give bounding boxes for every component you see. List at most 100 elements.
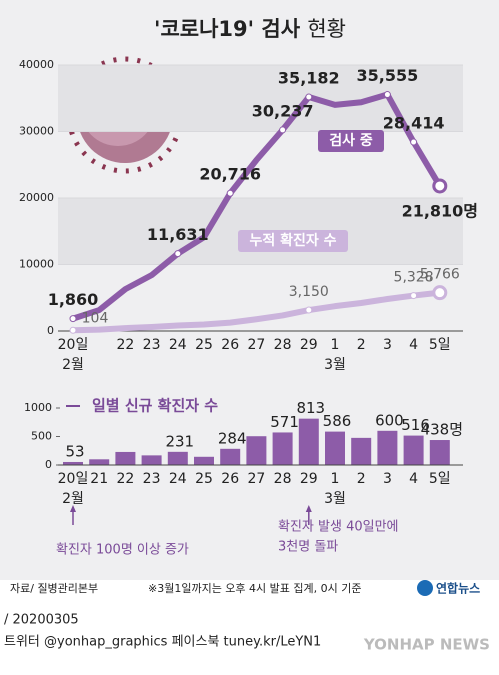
data-label: 284 bbox=[218, 429, 247, 447]
point bbox=[432, 285, 448, 301]
y-tick-label: 30000 bbox=[19, 125, 54, 138]
legend-box bbox=[318, 130, 384, 152]
bar bbox=[246, 436, 267, 465]
data-label: 571 bbox=[270, 413, 299, 431]
y-tick-label: 500 bbox=[31, 430, 52, 443]
note: ※3월1일까지는 오후 4시 발표 집계, 0시 기준 bbox=[148, 581, 362, 595]
data-label: 11,631 bbox=[147, 225, 209, 244]
legend-label: 검사 중 bbox=[329, 132, 373, 149]
bar bbox=[429, 440, 450, 465]
data-label: 21,810명 bbox=[402, 201, 478, 220]
bar bbox=[89, 459, 110, 465]
point bbox=[69, 315, 77, 323]
month-label: 3월 bbox=[324, 491, 346, 507]
month-label: 3월 bbox=[324, 357, 346, 373]
data-label: 28,414 bbox=[383, 114, 445, 133]
source: 자료/ 질병관리본부 bbox=[10, 582, 98, 595]
y-tick-label: 1000 bbox=[24, 401, 52, 414]
x-tick-label: 24 bbox=[169, 471, 187, 487]
watermark: YONHAP NEWS bbox=[363, 636, 490, 654]
x-tick-label: 2 bbox=[357, 471, 366, 487]
bar bbox=[403, 435, 424, 465]
point bbox=[69, 326, 77, 334]
x-tick-label: 25 bbox=[195, 471, 213, 487]
bar bbox=[325, 431, 345, 465]
title-light: 현황 bbox=[307, 17, 346, 41]
y-tick-label: 0 bbox=[47, 324, 54, 337]
title: '코로나19' 검사 현황 bbox=[154, 17, 346, 41]
grid-band bbox=[58, 65, 463, 132]
annotation: 확진자 발생 40일만에 bbox=[278, 520, 399, 535]
legend-label: 누적 확진자 수 bbox=[249, 232, 336, 249]
point bbox=[305, 306, 313, 314]
data-label: 30,237 bbox=[252, 101, 314, 120]
x-tick-label: 5일 bbox=[429, 337, 451, 353]
bar bbox=[351, 437, 372, 465]
point bbox=[279, 126, 287, 134]
x-tick-label: 24 bbox=[169, 337, 187, 353]
date: / 20200305 bbox=[4, 613, 79, 628]
x-tick-label: 4 bbox=[409, 471, 418, 487]
data-label: 1,860 bbox=[48, 290, 99, 309]
point bbox=[432, 178, 448, 194]
x-tick-label: 4 bbox=[409, 337, 418, 353]
month-label: 2월 bbox=[62, 357, 84, 373]
point bbox=[383, 91, 391, 99]
x-tick-label: 5일 bbox=[429, 471, 451, 487]
point bbox=[226, 189, 234, 197]
bar bbox=[141, 455, 162, 465]
bar bbox=[272, 432, 293, 465]
x-tick-label: 27 bbox=[247, 471, 265, 487]
social: 트위터 @yonhap_graphics 페이스북 tuney.kr/LeYN1 bbox=[4, 635, 321, 650]
data-label: 35,182 bbox=[278, 69, 340, 88]
data-label: 35,555 bbox=[357, 66, 419, 85]
bar bbox=[63, 461, 83, 465]
x-tick-label: 20일 bbox=[58, 471, 89, 487]
x-tick-label: 22 bbox=[116, 471, 134, 487]
x-tick-label: 26 bbox=[221, 337, 239, 353]
x-tick-label: 27 bbox=[247, 337, 265, 353]
x-tick-label: 28 bbox=[274, 337, 292, 353]
series-line bbox=[72, 91, 443, 322]
x-tick-label: 26 bbox=[221, 471, 239, 487]
y-tick-label: 0 bbox=[45, 458, 52, 471]
data-label: 438명 bbox=[421, 421, 463, 439]
bar bbox=[167, 451, 188, 465]
data-label: 53 bbox=[65, 442, 84, 460]
x-tick-label: 2 bbox=[357, 337, 366, 353]
logo-icon bbox=[417, 580, 433, 596]
x-tick-label: 22 bbox=[116, 337, 134, 353]
data-label: 231 bbox=[165, 432, 194, 450]
month-label: 2월 bbox=[62, 491, 84, 507]
data-label: 813 bbox=[296, 399, 325, 417]
point bbox=[410, 292, 418, 300]
data-label: 600 bbox=[375, 411, 404, 429]
y-tick-label: 40000 bbox=[19, 58, 54, 71]
x-tick-label: 29 bbox=[300, 337, 318, 353]
data-label: 5,766 bbox=[420, 267, 460, 283]
point bbox=[174, 250, 182, 258]
x-tick-label: 20일 bbox=[58, 337, 89, 353]
x-tick-label: 3 bbox=[383, 471, 392, 487]
annotation-arrowhead bbox=[305, 505, 312, 512]
data-label: 104 bbox=[82, 310, 109, 326]
y-tick-label: 10000 bbox=[19, 258, 54, 271]
bar bbox=[115, 451, 136, 465]
footer-bg bbox=[0, 580, 499, 675]
x-tick-label: 21 bbox=[90, 471, 108, 487]
bar bbox=[377, 430, 398, 465]
x-tick-label: 1 bbox=[331, 471, 340, 487]
x-tick-label: 29 bbox=[300, 471, 318, 487]
point bbox=[305, 93, 313, 101]
y-tick-label: 20000 bbox=[19, 191, 54, 204]
annotation: 3천명 돌파 bbox=[278, 540, 338, 555]
bar bbox=[298, 418, 319, 465]
series-line bbox=[72, 289, 441, 334]
logo: 연합뉴스 bbox=[436, 581, 480, 596]
data-label: 3,150 bbox=[289, 284, 329, 300]
x-tick-label: 25 bbox=[195, 337, 213, 353]
legend-box bbox=[238, 230, 348, 252]
data-label: 5,328 bbox=[394, 270, 434, 286]
title-main: '코로나19' 검사 bbox=[154, 17, 301, 41]
x-tick-label: 23 bbox=[143, 471, 161, 487]
